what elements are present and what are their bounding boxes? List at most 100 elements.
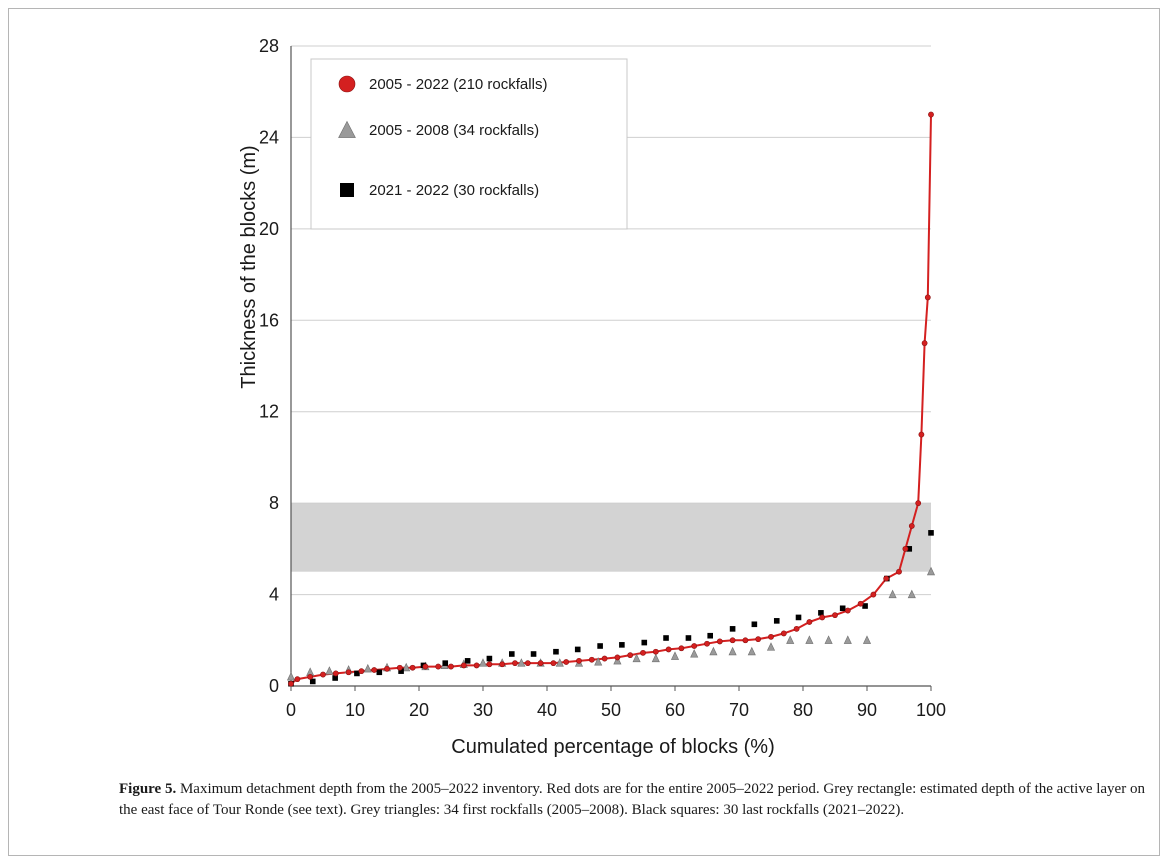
circle-data-point xyxy=(729,637,736,644)
legend-marker-triangle xyxy=(338,120,356,138)
circle-data-point xyxy=(857,600,864,607)
triangle-data-point xyxy=(709,646,718,656)
triangle-data-point xyxy=(402,662,411,672)
triangle-data-point xyxy=(690,649,699,658)
legend-label: 2005 - 2008 (34 rockfalls) xyxy=(369,122,539,139)
circle-data-point xyxy=(345,669,352,676)
circle-data-point xyxy=(678,645,685,652)
active-layer-band xyxy=(291,503,931,572)
square-data-point xyxy=(464,658,471,664)
circle-data-point xyxy=(768,633,774,640)
square-data-point xyxy=(773,618,780,624)
circle-data-point xyxy=(924,294,931,301)
legend-marker-square xyxy=(340,183,354,197)
square-data-point xyxy=(442,660,449,666)
square-data-point xyxy=(509,651,515,657)
circle-data-point xyxy=(435,663,442,670)
circle-data-point xyxy=(928,111,934,118)
circle-data-point xyxy=(524,660,531,667)
circle-data-point xyxy=(896,568,902,575)
circle-data-point xyxy=(409,664,416,671)
triangle-data-point xyxy=(926,566,936,576)
triangle-data-point xyxy=(786,635,795,644)
circle-data-point xyxy=(448,663,454,670)
circle-data-point xyxy=(780,630,787,637)
circle-data-point xyxy=(550,660,557,667)
circle-data-point xyxy=(486,661,493,668)
circle-data-point xyxy=(704,640,710,647)
circle-data-point xyxy=(832,612,838,619)
y-tick-label: 12 xyxy=(259,402,279,422)
triangle-data-point xyxy=(862,635,872,644)
square-data-point xyxy=(376,669,383,676)
circle-data-point xyxy=(640,649,646,656)
circle-data-point xyxy=(614,654,621,661)
triangle-data-point xyxy=(824,635,833,644)
caption-label: Figure 5. xyxy=(119,781,177,797)
triangle-data-point xyxy=(613,655,622,665)
x-tick-label: 60 xyxy=(665,700,685,720)
x-tick-label: 20 xyxy=(409,700,429,720)
circle-data-point xyxy=(601,655,608,662)
square-data-point xyxy=(530,651,537,657)
square-data-point xyxy=(663,635,669,641)
y-tick-label: 28 xyxy=(259,36,279,56)
legend-box xyxy=(310,58,628,230)
triangle-data-point xyxy=(907,589,916,599)
triangle-data-point xyxy=(766,642,776,651)
circle-data-point xyxy=(588,656,595,663)
circle-data-point xyxy=(652,648,659,655)
triangle-data-point xyxy=(632,653,641,663)
y-tick-label: 24 xyxy=(259,127,279,147)
circle-data-point xyxy=(627,652,634,659)
square-data-point xyxy=(332,675,338,681)
y-axis-title: Thickness of the blocks (m) xyxy=(238,145,260,388)
triangle-data-point xyxy=(325,666,334,675)
x-tick-label: 80 xyxy=(793,700,813,720)
circle-data-point xyxy=(396,664,403,671)
circle-data-point xyxy=(918,431,925,438)
triangle-data-point xyxy=(728,646,737,656)
triangle-data-point xyxy=(594,657,603,666)
y-tick-label: 16 xyxy=(259,310,279,330)
triangle-data-point xyxy=(747,646,756,656)
circle-data-point xyxy=(332,670,339,677)
circle-data-point xyxy=(460,662,467,669)
square-data-point xyxy=(839,605,846,612)
y-tick-label: 0 xyxy=(269,676,279,696)
circle-data-point xyxy=(384,665,390,672)
square-data-point xyxy=(906,546,913,552)
square-data-point xyxy=(574,646,581,653)
square-data-point xyxy=(818,610,824,616)
legend-label: 2005 - 2022 (210 rockfalls) xyxy=(369,76,547,93)
triangle-data-point xyxy=(555,658,564,667)
circle-data-point xyxy=(294,676,301,683)
circle-data-point xyxy=(742,637,749,644)
square-data-point xyxy=(729,626,736,632)
triangle-data-point xyxy=(478,658,488,667)
y-tick-label: 4 xyxy=(269,585,279,605)
x-tick-label: 70 xyxy=(729,700,749,720)
circle-data-point xyxy=(806,619,813,625)
square-data-point xyxy=(398,668,404,674)
circle-data-point xyxy=(358,668,365,675)
square-data-point xyxy=(707,632,713,639)
caption-text: Maximum detachment depth from the 2005–2… xyxy=(119,781,1145,818)
square-data-point xyxy=(685,635,692,641)
triangle-data-point xyxy=(517,658,526,667)
triangle-data-point xyxy=(843,635,852,644)
circle-data-point xyxy=(716,638,723,645)
circle-data-point xyxy=(870,591,877,598)
circle-data-point xyxy=(288,680,294,687)
circle-data-point xyxy=(883,575,890,582)
circle-data-point xyxy=(512,660,518,667)
x-tick-label: 50 xyxy=(601,700,621,720)
y-tick-label: 20 xyxy=(259,219,279,239)
triangle-data-point xyxy=(888,589,897,599)
circle-data-point xyxy=(793,625,800,632)
square-data-point xyxy=(553,648,559,655)
circle-data-point xyxy=(307,673,314,680)
legend: 2005 - 2022 (210 rockfalls) 2005 - 2008 (… xyxy=(310,58,628,230)
circle-data-point xyxy=(819,614,826,621)
square-data-point xyxy=(641,639,648,646)
